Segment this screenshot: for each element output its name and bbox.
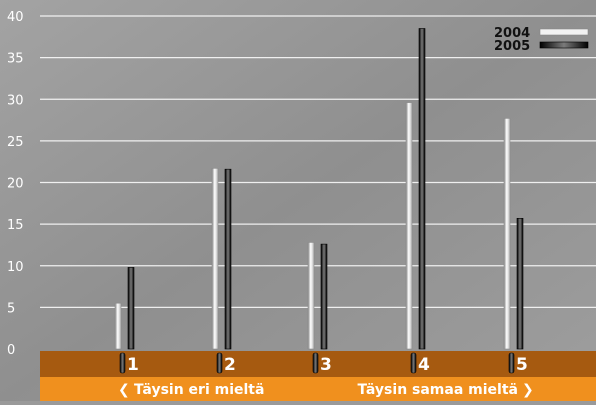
y-tick-label: 0	[7, 343, 15, 358]
footer-right-label: Täysin samaa mieltä	[357, 382, 518, 398]
bar-2005-cat-2	[224, 168, 232, 350]
x-axis: 1 2 3 4 5	[119, 352, 528, 375]
y-tick-label: 15	[7, 218, 24, 233]
bar-2005-cat-3	[320, 243, 328, 350]
x-tick-marker	[410, 352, 417, 374]
bars-layer	[114, 28, 524, 350]
footer-left-label: Täysin eri mieltä	[134, 382, 264, 398]
y-tick-label: 10	[7, 260, 24, 275]
x-tick-marker	[119, 352, 126, 374]
y-tick-label: 35	[7, 52, 24, 67]
chevron-right-icon: ❯	[522, 382, 534, 398]
footer-right-group: Täysin samaa mieltä ❯	[357, 382, 533, 398]
legend-label-2004: 2004	[494, 26, 530, 41]
grid-layer: 0 5 10 15 20 25 30 35 40	[7, 10, 596, 358]
y-tick-label: 5	[7, 301, 15, 316]
y-tick-label: 20	[7, 177, 24, 192]
chevron-left-icon: ❮	[118, 382, 130, 398]
x-tick-label: 2	[224, 355, 236, 375]
y-tick-label: 30	[7, 93, 24, 108]
bar-2004-cat-4	[405, 102, 413, 350]
x-tick-label: 3	[320, 355, 332, 375]
legend-swatch-2005	[539, 41, 589, 49]
y-tick-label: 40	[7, 10, 24, 25]
x-tick-marker	[508, 352, 515, 374]
x-tick-label: 5	[516, 355, 528, 375]
bar-2005-cat-1	[127, 267, 135, 350]
y-tick-label: 25	[7, 135, 24, 150]
legend-swatch-2004	[539, 28, 589, 36]
footer-band	[40, 377, 596, 401]
bar-2004-cat-3	[307, 242, 315, 350]
x-tick-label: 4	[418, 355, 430, 375]
bar-2004-cat-1	[114, 302, 122, 350]
bar-2005-cat-5	[516, 217, 524, 350]
footer-left-group: ❮ Täysin eri mieltä	[118, 382, 264, 398]
x-tick-marker	[216, 352, 223, 374]
legend-label-2005: 2005	[494, 39, 530, 54]
bar-2004-cat-2	[211, 168, 219, 350]
x-tick-label: 1	[127, 355, 139, 375]
x-tick-marker	[312, 352, 319, 374]
bar-2004-cat-5	[503, 118, 511, 350]
bar-2005-cat-4	[418, 28, 426, 350]
